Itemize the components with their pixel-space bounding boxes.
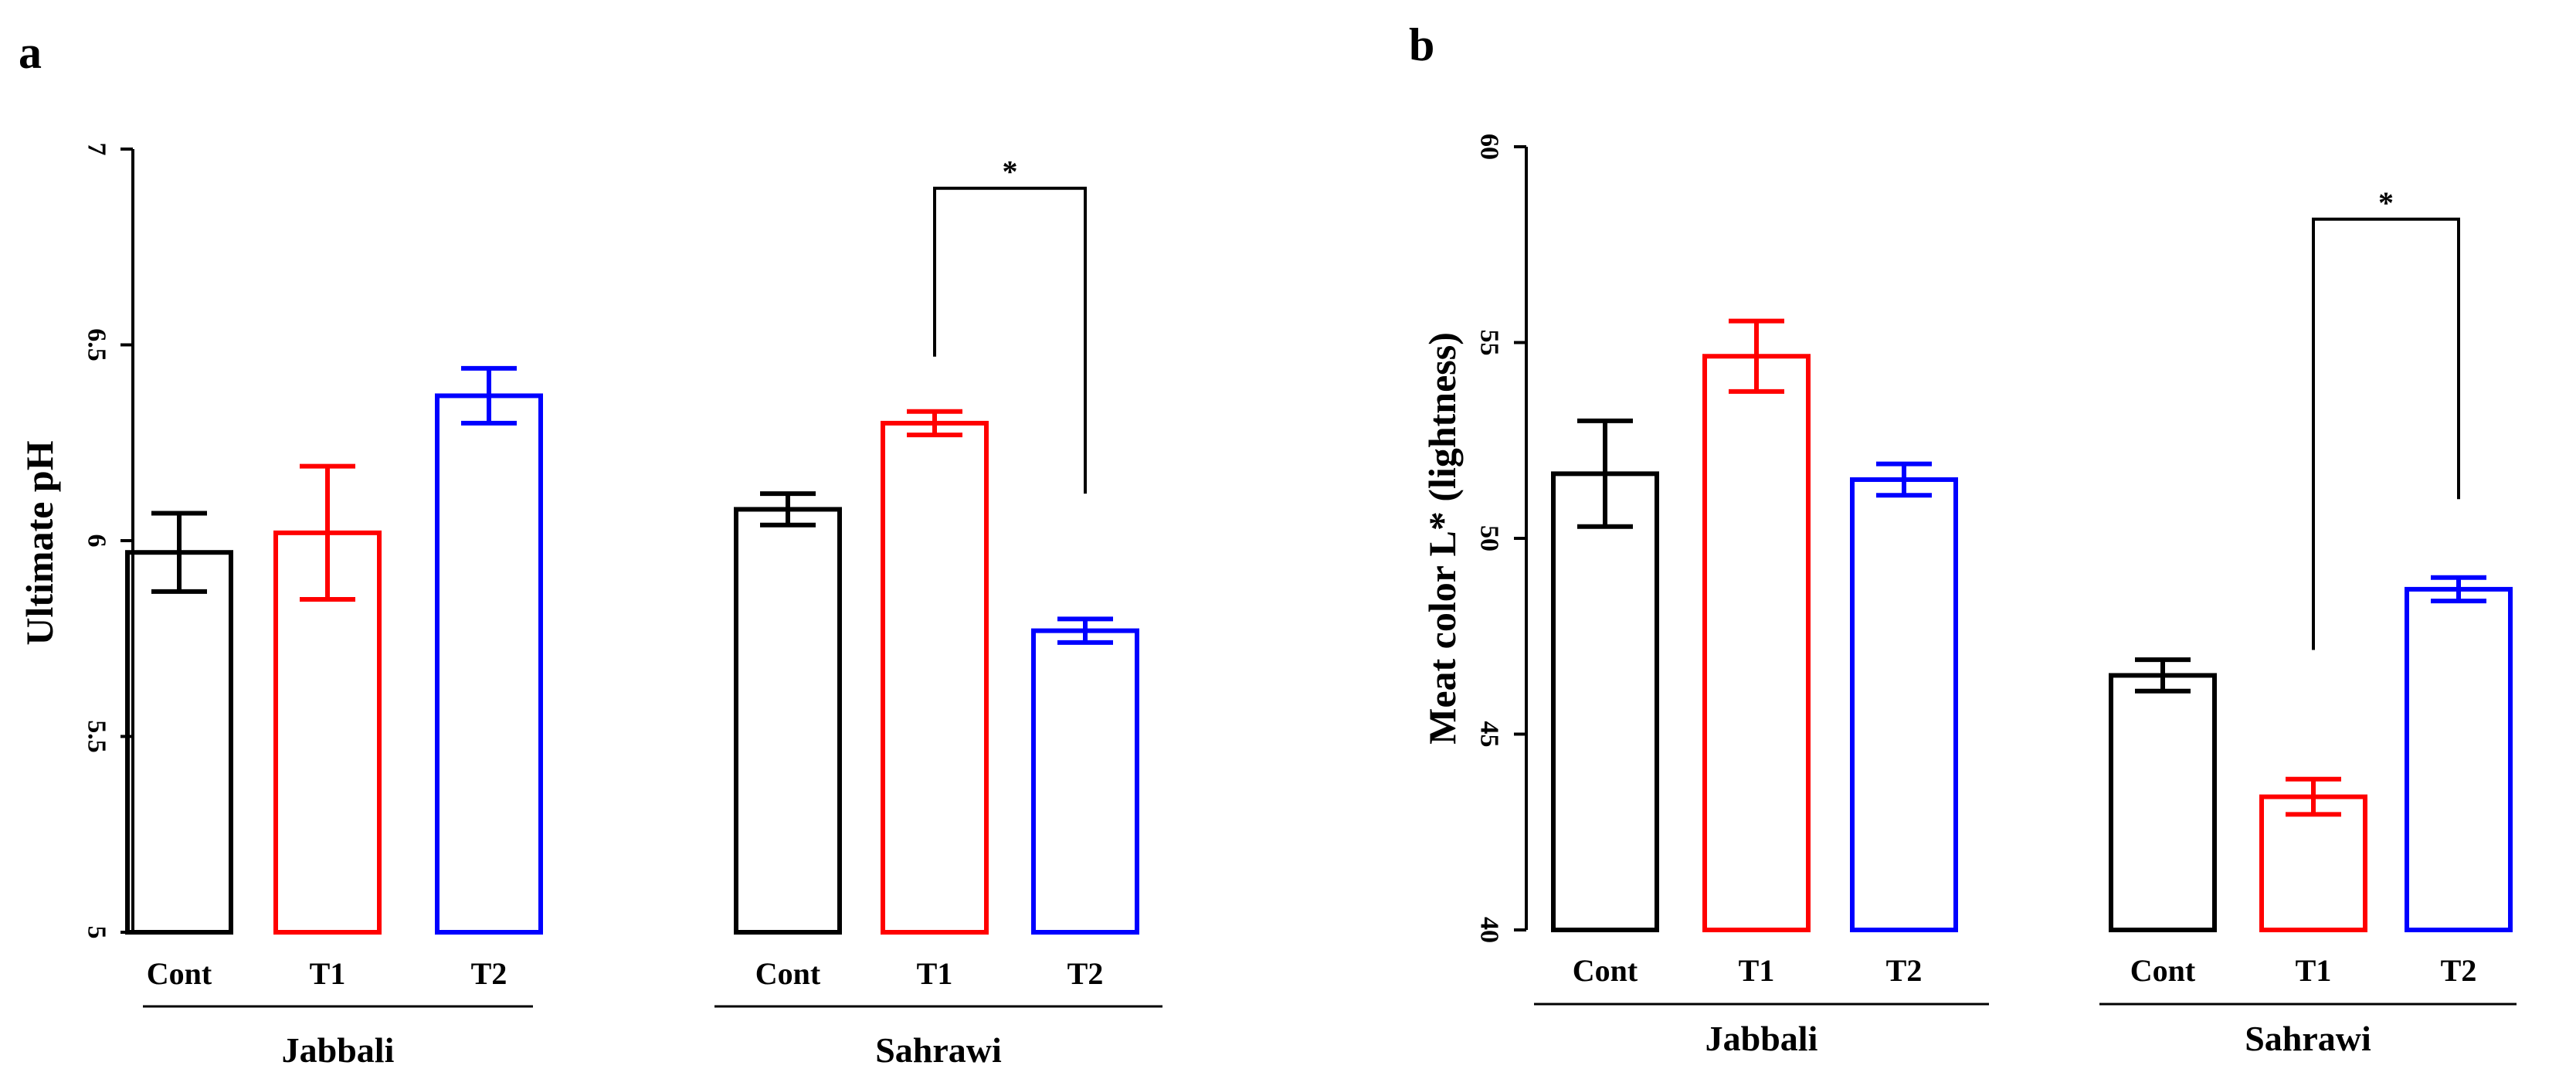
y-axis-title: Ultimate pH — [18, 440, 61, 645]
significance-bracket — [933, 186, 1087, 494]
bar-sahrawi-t2 — [1031, 628, 1139, 935]
group-label: Sahrawi — [2245, 1019, 2371, 1058]
group-label: Jabbali — [1705, 1019, 1818, 1058]
y-tick-label: 5 — [83, 926, 111, 939]
x-category-label: Cont — [1573, 953, 1638, 988]
bar-jabbali-t1 — [1702, 354, 1811, 932]
bar-jabbali-t2 — [435, 393, 543, 935]
x-category-label: T2 — [1886, 953, 1923, 988]
x-category-label: T2 — [471, 956, 507, 991]
x-category-label: T1 — [310, 956, 346, 991]
bar-sahrawi-t2 — [2405, 586, 2513, 932]
panel-label-a: a — [19, 27, 42, 78]
y-tick-label: 60 — [1475, 134, 1504, 160]
group-label: Sahrawi — [875, 1030, 1002, 1070]
group-label: Jabbali — [282, 1030, 395, 1070]
y-tick-label: 40 — [1475, 917, 1504, 943]
significance-bracket — [2312, 217, 2460, 650]
x-category-label: T1 — [917, 956, 953, 991]
bar-sahrawi-cont — [2109, 673, 2217, 932]
x-category-label: Cont — [755, 956, 821, 991]
y-tick-label: 6.5 — [83, 328, 111, 361]
x-category-label: Cont — [147, 956, 212, 991]
x-category-label: T1 — [1739, 953, 1775, 988]
y-tick-label: 6 — [83, 534, 111, 548]
bar-sahrawi-t1 — [881, 420, 989, 935]
bar-jabbali-cont — [125, 550, 233, 935]
panel-b-chart: 40 45 50 55 60 Meat color L* (lightness) Cont T… — [1420, 134, 2517, 1058]
y-axis-title: Meat color L* (lightness) — [1420, 332, 1464, 745]
panel-a-chart: 5 5.5 6 6.5 7 Ultimate pH Cont T1 T2 Jabbali Cont T… — [18, 143, 1162, 1070]
x-category-label: T2 — [2441, 953, 2477, 988]
x-category-label: Cont — [2130, 953, 2196, 988]
y-tick-label: 5.5 — [83, 720, 111, 753]
bar-jabbali-cont — [1551, 471, 1659, 932]
bar-jabbali-t2 — [1850, 477, 1958, 932]
significance-star: * — [1003, 154, 1018, 189]
y-tick-label: 50 — [1475, 525, 1504, 551]
bar-sahrawi-cont — [734, 507, 842, 935]
significance-star: * — [2378, 185, 2394, 220]
y-tick-label: 55 — [1475, 330, 1504, 356]
bar-sahrawi-t1 — [2259, 794, 2367, 932]
y-tick-label: 7 — [83, 143, 111, 156]
x-category-label: T1 — [2296, 953, 2332, 988]
panel-label-b: b — [1409, 19, 1434, 70]
x-category-label: T2 — [1067, 956, 1104, 991]
y-tick-label: 45 — [1475, 721, 1504, 748]
